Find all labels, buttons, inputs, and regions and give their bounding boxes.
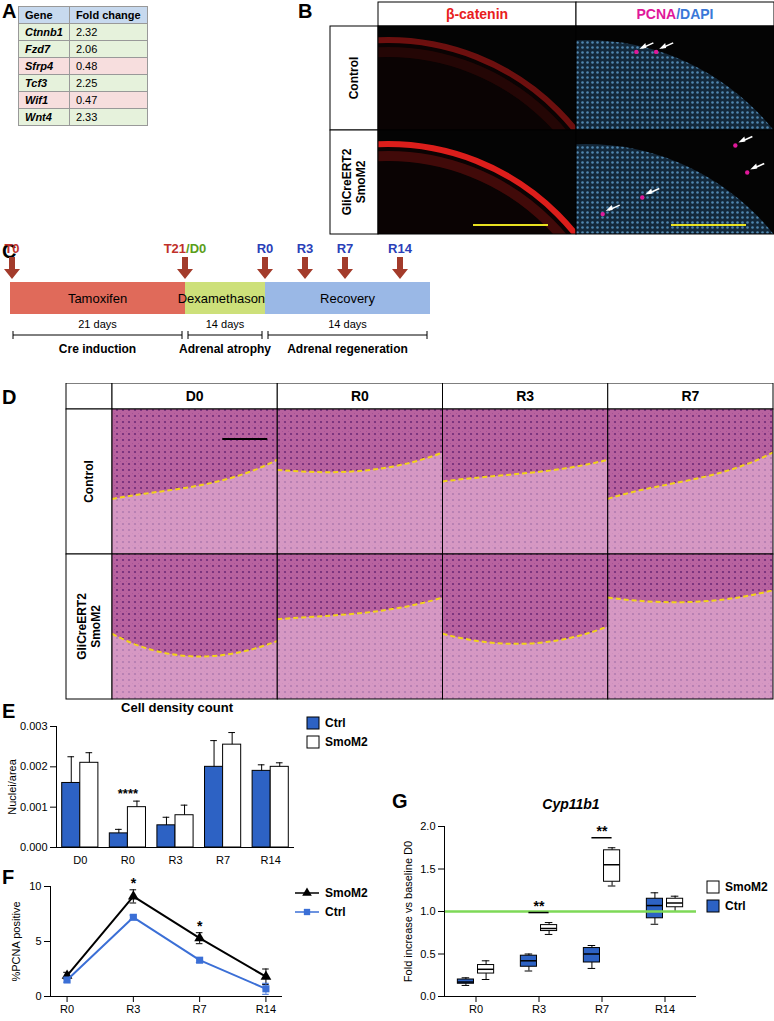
svg-text:21 days: 21 days <box>78 318 117 330</box>
svg-text:R7: R7 <box>681 388 699 404</box>
svg-text:2.0: 2.0 <box>420 820 435 832</box>
svg-text:**: ** <box>534 898 545 914</box>
svg-text:R3: R3 <box>126 1003 140 1015</box>
svg-text:D0: D0 <box>73 854 87 866</box>
svg-text:R14: R14 <box>261 854 281 866</box>
svg-text:R14: R14 <box>388 241 413 256</box>
svg-text:R0: R0 <box>469 1003 483 1015</box>
svg-text:β-catenin: β-catenin <box>446 6 508 22</box>
svg-text:R14: R14 <box>256 1003 276 1015</box>
svg-text:****: **** <box>118 786 139 801</box>
svg-text:R0: R0 <box>351 388 369 404</box>
svg-text:Adrenal regeneration: Adrenal regeneration <box>287 342 408 356</box>
svg-text:R14: R14 <box>655 1003 675 1015</box>
svg-text:**: ** <box>597 823 608 839</box>
svg-text:*: * <box>131 875 137 891</box>
svg-text:Fold increase vs baseline D0: Fold increase vs baseline D0 <box>402 841 414 982</box>
svg-text:R7: R7 <box>595 1003 609 1015</box>
svg-text:Nuclei/area: Nuclei/area <box>6 758 18 815</box>
svg-text:PCNA/DAPI: PCNA/DAPI <box>636 6 713 22</box>
svg-text:Recovery: Recovery <box>320 291 375 306</box>
svg-text:R3: R3 <box>297 241 314 256</box>
svg-text:R0: R0 <box>60 1003 74 1015</box>
svg-text:R3: R3 <box>532 1003 546 1015</box>
svg-text:R3: R3 <box>516 388 534 404</box>
svg-text:R7: R7 <box>216 854 230 866</box>
svg-text:R0: R0 <box>121 854 135 866</box>
svg-text:Adrenal atrophy: Adrenal atrophy <box>179 342 271 356</box>
svg-text:D0: D0 <box>186 388 204 404</box>
svg-text:R0: R0 <box>257 241 274 256</box>
svg-text:0.000: 0.000 <box>20 841 48 853</box>
svg-text:Control: Control <box>82 460 96 503</box>
svg-text:10: 10 <box>29 880 41 892</box>
svg-text:GliCreERT2SmoM2: GliCreERT2SmoM2 <box>340 148 368 215</box>
svg-text:R7: R7 <box>193 1003 207 1015</box>
svg-text:14 days: 14 days <box>206 318 245 330</box>
svg-text:0: 0 <box>35 990 41 1002</box>
svg-text:Dexamethasone: Dexamethasone <box>178 291 273 306</box>
svg-text:R3: R3 <box>168 854 182 866</box>
svg-text:T0: T0 <box>4 241 19 256</box>
svg-text:Tamoxifen: Tamoxifen <box>68 291 127 306</box>
svg-text:GliCreERT2SmoM2: GliCreERT2SmoM2 <box>75 593 103 660</box>
svg-text:5: 5 <box>35 935 41 947</box>
svg-text:0.0: 0.0 <box>420 990 435 1002</box>
svg-text:Control: Control <box>347 57 361 100</box>
svg-text:%PCNA positive: %PCNA positive <box>10 901 22 981</box>
svg-text:1.5: 1.5 <box>420 863 435 875</box>
svg-text:0.001: 0.001 <box>20 801 48 813</box>
svg-text:T21/D0: T21/D0 <box>164 241 207 256</box>
svg-text:Cre induction: Cre induction <box>59 342 136 356</box>
svg-text:0.5: 0.5 <box>420 948 435 960</box>
svg-text:1.0: 1.0 <box>420 905 435 917</box>
svg-text:14 days: 14 days <box>328 318 367 330</box>
svg-text:R7: R7 <box>337 241 354 256</box>
svg-text:0.002: 0.002 <box>20 760 48 772</box>
svg-text:*: * <box>197 918 203 934</box>
svg-text:0.003: 0.003 <box>20 720 48 732</box>
